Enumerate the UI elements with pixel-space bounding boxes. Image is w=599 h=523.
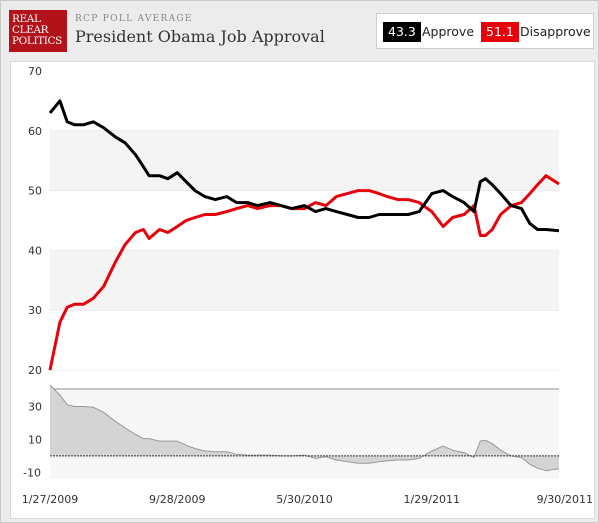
y-tick-label: 20 — [28, 364, 42, 377]
disapprove-line — [48, 174, 560, 371]
legend-approve-value: 43.3 — [383, 22, 421, 42]
spread-y-tick-label: -10 — [23, 466, 41, 479]
chart-title: President Obama Job Approval — [75, 27, 325, 46]
spread-line — [49, 384, 560, 472]
y-tick-label: 30 — [28, 304, 42, 317]
x-tick-label: 1/27/2009 — [22, 493, 78, 506]
spread-y-tick-label: 10 — [28, 433, 42, 446]
legend-disapprove-label: Disapprove — [520, 24, 591, 39]
y-tick-label: 40 — [28, 244, 42, 257]
legend: 43.3 Approve 51.1 Disapprove — [376, 13, 594, 49]
spread-y-tick-label: 30 — [28, 400, 42, 413]
x-tick-label: 9/30/2011 — [537, 493, 593, 506]
approve-line — [48, 99, 560, 233]
header: REAL CLEAR POLITICS RCP POLL AVERAGE Pre… — [9, 9, 594, 55]
grid-band — [50, 250, 559, 311]
y-tick-label: 70 — [28, 65, 42, 78]
legend-approve-label: Approve — [422, 24, 475, 39]
x-tick-label: 9/28/2009 — [149, 493, 205, 506]
logo-line: REAL — [12, 13, 41, 25]
logo-line: POLITICS — [12, 35, 62, 47]
spread-area — [50, 385, 559, 471]
x-tick-label: 1/29/2011 — [404, 493, 460, 506]
chart-subtitle: RCP POLL AVERAGE — [75, 14, 193, 24]
y-tick-label: 50 — [28, 185, 42, 198]
x-tick-label: 5/30/2010 — [276, 493, 332, 506]
logo-line: CLEAR — [12, 24, 49, 36]
legend-disapprove-value: 51.1 — [481, 22, 519, 42]
y-tick-label: 60 — [28, 125, 42, 138]
rcp-logo: REAL CLEAR POLITICS — [9, 10, 67, 52]
grid-band — [50, 130, 559, 191]
